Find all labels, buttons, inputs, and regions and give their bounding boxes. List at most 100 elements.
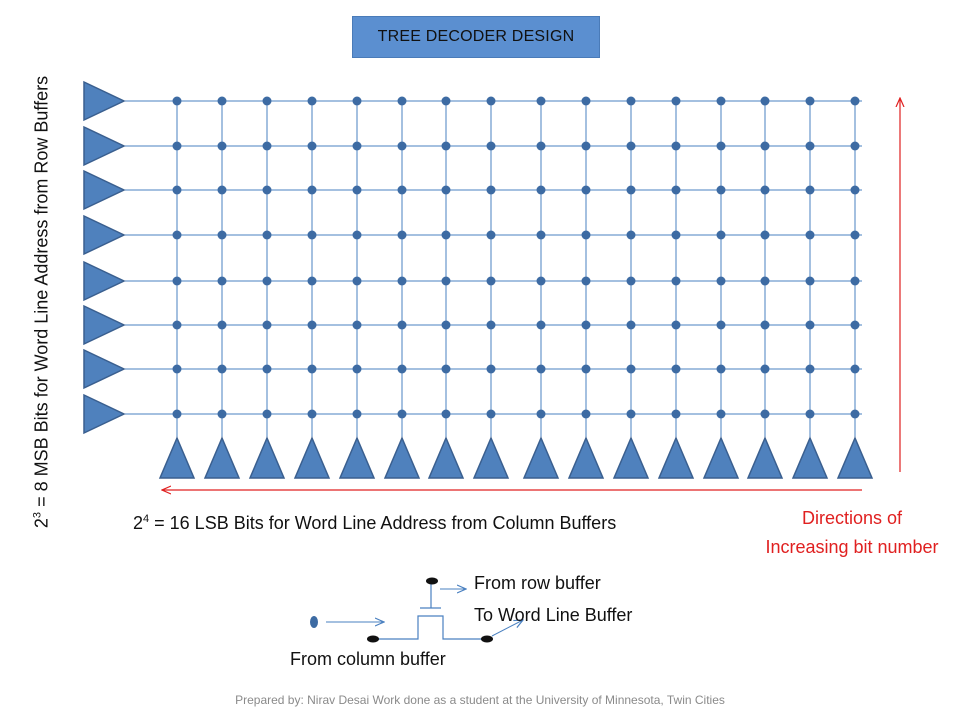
row-buffer-1 [83,80,126,122]
grid-node-r8-c8 [486,409,496,419]
grid-node-r3-c14 [760,185,770,195]
grid-node-r2-c12 [671,141,681,151]
column-buffer-7 [427,436,465,479]
grid-nodes [172,96,860,419]
grid-node-r6-c9 [536,320,546,330]
column-bits-label: 24 = 16 LSB Bits for Word Line Address f… [133,513,617,533]
grid-node-r8-c13 [716,409,726,419]
grid-node-r1-c5 [352,96,362,106]
grid-node-r8-c6 [397,409,407,419]
direction-label-line2: Increasing bit number [765,537,939,557]
grid-node-r5-c16 [850,276,860,286]
grid-node-r4-c12 [671,230,681,240]
grid-node-r6-c4 [307,320,317,330]
grid-node-r2-c13 [716,141,726,151]
row-buffer-3 [83,169,126,211]
grid-node-r1-c12 [671,96,681,106]
grid-node-r3-c15 [805,185,815,195]
column-buffer-11 [612,436,650,479]
grid-node-r7-c1 [172,364,182,374]
column-buffers [158,436,874,479]
grid-node-r1-c15 [805,96,815,106]
grid-node-r6-c1 [172,320,182,330]
footer-credit: Prepared by: Nirav Desai Work done as a … [235,693,725,707]
grid-wires [122,100,862,440]
grid-node-r1-c3 [262,96,272,106]
grid-node-r2-c1 [172,141,182,151]
grid-node-r6-c14 [760,320,770,330]
grid-node-r5-c4 [307,276,317,286]
grid-node-r4-c11 [626,230,636,240]
grid-node-r1-c8 [486,96,496,106]
column-buffer-8 [472,436,510,479]
grid-node-r7-c4 [307,364,317,374]
grid-node-r3-c7 [441,185,451,195]
grid-node-r6-c11 [626,320,636,330]
grid-node-r5-c13 [716,276,726,286]
legend-drain-node [481,635,493,643]
grid-node-r1-c9 [536,96,546,106]
grid-node-r5-c8 [486,276,496,286]
transistor-symbol [372,615,487,640]
grid-node-r8-c15 [805,409,815,419]
grid-node-r8-c16 [850,409,860,419]
grid-node-r3-c8 [486,185,496,195]
grid-node-r7-c6 [397,364,407,374]
grid-node-r3-c6 [397,185,407,195]
grid-node-r1-c7 [441,96,451,106]
grid-node-r8-c14 [760,409,770,419]
grid-node-r2-c3 [262,141,272,151]
grid-node-r2-c4 [307,141,317,151]
grid-node-r6-c15 [805,320,815,330]
grid-node-r4-c1 [172,230,182,240]
grid-node-r7-c3 [262,364,272,374]
grid-node-r6-c6 [397,320,407,330]
grid-node-r3-c12 [671,185,681,195]
grid-node-r1-c2 [217,96,227,106]
grid-node-r7-c2 [217,364,227,374]
grid-node-r5-c14 [760,276,770,286]
grid-node-r4-c3 [262,230,272,240]
grid-node-r7-c9 [536,364,546,374]
column-buffer-1 [158,436,196,479]
grid-node-r6-c7 [441,320,451,330]
row-buffer-6 [83,304,126,346]
from-row-buffer-label: From row buffer [474,573,601,593]
row-buffer-5 [83,260,126,302]
grid-node-r8-c12 [671,409,681,419]
grid-node-r3-c5 [352,185,362,195]
grid-node-r4-c14 [760,230,770,240]
grid-node-r3-c4 [307,185,317,195]
grid-node-r1-c1 [172,96,182,106]
grid-node-r4-c13 [716,230,726,240]
legend-output-arrow [491,620,523,637]
grid-node-r8-c9 [536,409,546,419]
column-buffer-2 [203,436,241,479]
grid-node-r2-c14 [760,141,770,151]
grid-node-r3-c16 [850,185,860,195]
grid-node-r1-c4 [307,96,317,106]
grid-node-r1-c11 [626,96,636,106]
grid-node-r7-c16 [850,364,860,374]
grid-node-r3-c2 [217,185,227,195]
grid-node-r5-c11 [626,276,636,286]
grid-node-r2-c2 [217,141,227,151]
grid-node-r4-c6 [397,230,407,240]
column-buffer-3 [248,436,286,479]
column-buffer-13 [702,436,740,479]
legend-row-node [426,577,438,585]
grid-node-r7-c15 [805,364,815,374]
column-buffer-4 [293,436,331,479]
grid-node-r1-c13 [716,96,726,106]
row-bits-label: 23 = 8 MSB Bits for Word Line Address fr… [31,75,52,529]
grid-node-r5-c15 [805,276,815,286]
column-buffer-12 [657,436,695,479]
grid-node-r2-c7 [441,141,451,151]
grid-node-r3-c9 [536,185,546,195]
grid-node-r5-c3 [262,276,272,286]
grid-node-r5-c7 [441,276,451,286]
grid-node-r2-c11 [626,141,636,151]
grid-node-r4-c10 [581,230,591,240]
column-buffer-6 [383,436,421,479]
grid-node-r1-c14 [760,96,770,106]
